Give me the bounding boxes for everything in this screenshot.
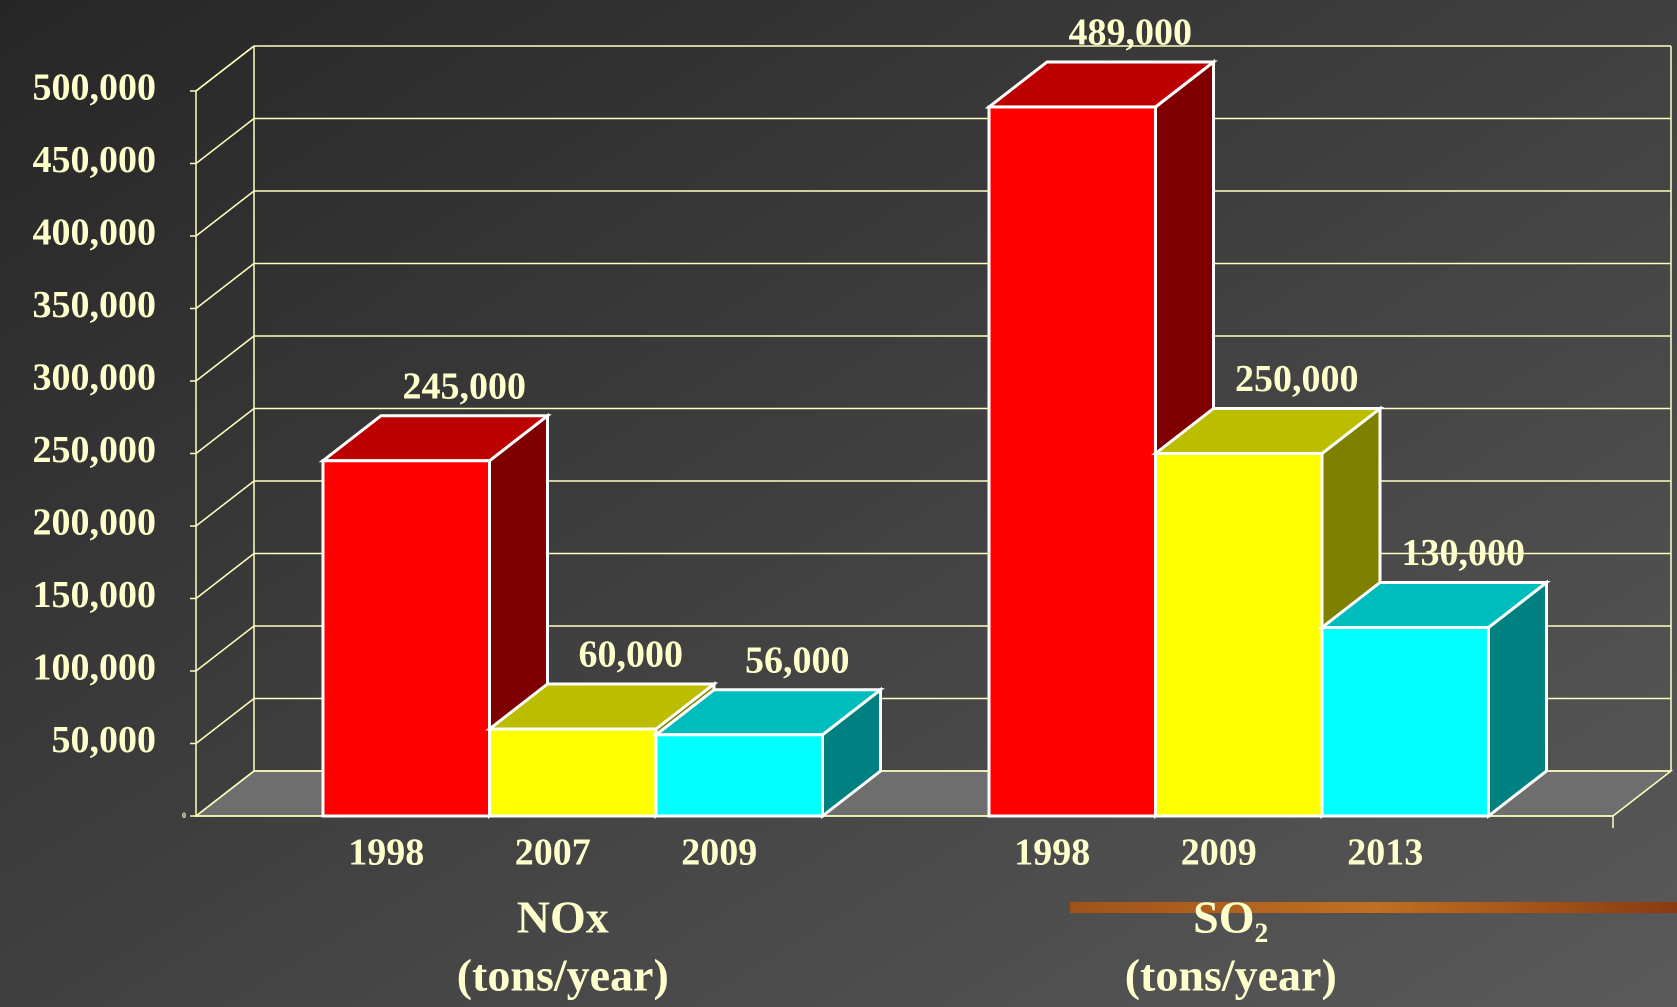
y-tick-label: 350,000 <box>33 284 157 326</box>
group-unit: (tons/year) <box>457 950 669 1001</box>
x-tick-label: 2013 <box>1347 832 1423 874</box>
x-tick-label: 1998 <box>1014 832 1090 874</box>
y-tick-label: 200,000 <box>33 502 157 544</box>
value-label: 250,000 <box>1235 358 1359 400</box>
y-tick-label: 250,000 <box>33 429 157 471</box>
grid-line <box>195 480 255 527</box>
grid-line <box>195 625 255 672</box>
x-tick-label: 1998 <box>348 832 424 874</box>
y-tick-label: 450,000 <box>33 139 157 181</box>
y-tick-label: 150,000 <box>33 574 157 616</box>
bar <box>488 727 658 818</box>
grid-line <box>195 552 255 600</box>
grid-line <box>195 770 255 817</box>
y-tick-label: 0 <box>182 811 186 820</box>
bar <box>987 105 1157 818</box>
y-tick-label: 400,000 <box>33 212 157 254</box>
y-tick-label: 100,000 <box>33 647 157 689</box>
grid-line <box>195 117 255 165</box>
x-tick-label: 2007 <box>515 832 591 874</box>
y-tick-label: 300,000 <box>33 357 157 399</box>
bar <box>1154 452 1324 818</box>
value-label: 130,000 <box>1402 532 1526 574</box>
x-tick-label: 2009 <box>1181 832 1257 874</box>
value-label: 60,000 <box>579 634 684 676</box>
grid-line <box>195 262 255 310</box>
decor-strip <box>1070 902 1677 913</box>
group-label: SO₂ <box>1193 892 1268 943</box>
grid-line <box>195 335 255 382</box>
grid-line <box>195 190 255 237</box>
x-tick-label: 2009 <box>681 832 757 874</box>
bar <box>321 459 491 818</box>
value-label: 489,000 <box>1069 12 1193 54</box>
grid-line <box>195 45 255 92</box>
y-tick-label: 500,000 <box>33 67 157 109</box>
bar <box>654 733 824 818</box>
grid-line <box>195 407 255 455</box>
group-unit: (tons/year) <box>1125 950 1337 1001</box>
y-tick-label: 50,000 <box>52 719 157 761</box>
value-label: 56,000 <box>745 640 850 682</box>
value-label: 245,000 <box>403 365 527 407</box>
group-label: NOx <box>517 892 609 943</box>
grid-line <box>195 697 255 745</box>
bar <box>1320 626 1490 818</box>
